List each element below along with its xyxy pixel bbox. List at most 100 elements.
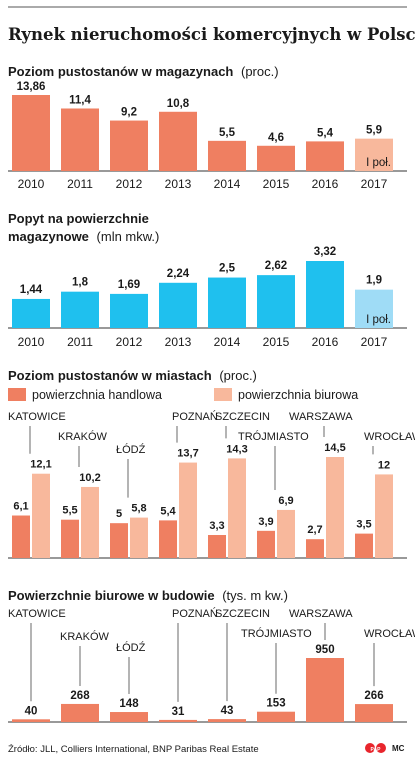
chart3-plot: KATOWICE 6,1 12,1 KRAKÓW 5,5 10,2 ŁÓDŹ 5 5,8 POZN… [8, 410, 415, 559]
chart2-bar [61, 291, 99, 328]
chart2-value-label: 2,24 [167, 268, 190, 280]
chart3-value-label: 14,3 [226, 443, 247, 455]
chart4-bar [12, 719, 50, 722]
chart1-bar [257, 145, 295, 171]
chart4-city-label: KRAKÓW [60, 630, 110, 643]
chart3-value-label: 3,5 [356, 519, 371, 531]
chart3-city-label: WROCŁAW [364, 431, 415, 443]
chart2-half-year-note: I poł. [366, 314, 391, 326]
chart4-value-label: 148 [119, 698, 139, 710]
chart2-year-label: 2013 [165, 335, 192, 349]
chart3-bar [110, 523, 128, 558]
chart4-bar [61, 703, 99, 722]
chart1-year-label: 2014 [214, 177, 241, 191]
chart3-bar [12, 515, 30, 558]
chart1-year-label: 2010 [18, 177, 45, 191]
chart2-bar [208, 277, 246, 328]
chart3-value-label: 3,9 [258, 516, 273, 528]
chart3-bar [208, 535, 226, 558]
chart1-year-label: 2016 [312, 177, 339, 191]
chart1-value-label: 13,86 [17, 81, 46, 93]
chart3-value-label: 3,3 [209, 520, 224, 532]
chart1-year-label: 2013 [165, 177, 192, 191]
chart4-title-text: Powierzchnie biurowe w budowie [8, 588, 215, 603]
chart2-value-label: 1,8 [72, 277, 89, 289]
chart2-value-label: 1,69 [118, 279, 140, 291]
chart1-value-label: 5,9 [366, 125, 382, 137]
chart1-bar [61, 108, 99, 171]
chart1-bar [159, 111, 197, 171]
chart3-value-label: 5 [116, 508, 122, 520]
chart1-year-label: 2015 [263, 177, 290, 191]
chart3-bar [375, 474, 393, 558]
chart3-value-label: 6,9 [278, 495, 293, 507]
chart3-city-label: POZNAŃ [172, 410, 218, 423]
chart3-value-label: 5,5 [62, 505, 77, 517]
chart3-value-label: 12 [378, 459, 390, 471]
chart2-year-label: 2016 [312, 335, 339, 349]
chart3-bar [228, 458, 246, 558]
chart2-title-line2-text: magazynowe [8, 229, 89, 244]
chart3-bar [81, 486, 99, 558]
chart2-bar [110, 293, 148, 328]
chart4-value-label: 268 [70, 690, 90, 702]
chart4-value-label: 31 [172, 706, 185, 718]
chart4-unit: (tys. m kw.) [222, 588, 288, 603]
legend-label-biurowa: powierzchnia biurowa [238, 388, 358, 402]
chart3-bar [257, 530, 275, 558]
chart2-year-label: 2011 [67, 335, 93, 349]
chart1-title: Poziom pustostanów w magazynach (proc.) [8, 64, 279, 79]
chart2-bar [355, 289, 393, 328]
chart2-bar [159, 282, 197, 328]
chart3-bar [159, 520, 177, 558]
chart4-city-label: TRÓJMIASTO [241, 627, 312, 640]
chart4-city-label: SZCZECIN [215, 608, 270, 620]
chart3-title: Poziom pustostanów w miastach (proc.) [8, 368, 257, 383]
chart1-bar [306, 141, 344, 171]
chart1-value-label: 9,2 [121, 107, 137, 119]
author-initials: MC [392, 744, 405, 753]
chart4-bar [306, 658, 344, 722]
chart3-value-label: 10,2 [79, 472, 100, 484]
chart4-title: Powierzchnie biurowe w budowie (tys. m k… [8, 588, 288, 603]
chart2-title-line2: magazynowe (mln mkw.) [8, 229, 159, 244]
chart3-legend: powierzchnia handlowa powierzchnia biuro… [8, 388, 358, 402]
chart2-bar [12, 298, 50, 328]
legend-swatch-biurowa [214, 388, 232, 401]
chart3-value-label: 5,4 [160, 505, 176, 517]
chart1-plot: 13,86 2010 11,4 2011 9,2 2012 10,8 2013 5,5 2014 4… [8, 81, 407, 191]
legend-label-handlowa: powierzchnia handlowa [32, 388, 162, 402]
chart2-bar [257, 275, 295, 328]
chart4-city-label: ŁÓDŹ [116, 641, 146, 654]
pap-logo-text: PAP [371, 747, 382, 753]
chart3-value-label: 5,8 [131, 503, 146, 515]
chart4-city-label: POZNAŃ [172, 607, 218, 620]
chart3-city-label: WARSZAWA [289, 411, 353, 423]
chart2-year-label: 2012 [116, 335, 143, 349]
chart3-value-label: 13,7 [177, 448, 198, 460]
chart1-bar [110, 120, 148, 171]
chart4-value-label: 153 [266, 698, 285, 710]
chart3-city-label: SZCZECIN [215, 411, 270, 423]
chart4-value-label: 40 [25, 705, 38, 717]
chart1-value-label: 10,8 [167, 98, 190, 110]
chart2-year-label: 2010 [18, 335, 45, 349]
chart2-unit: (mln mkw.) [97, 229, 160, 244]
chart2-plot: 1,44 2010 1,8 2011 1,69 2012 2,24 2013 2,5 2014 2,… [8, 246, 407, 349]
chart3-city-label: KATOWICE [8, 411, 66, 423]
chart3-bar [179, 462, 197, 558]
chart4-bar [257, 711, 295, 722]
chart2-value-label: 2,5 [219, 263, 236, 275]
chart3-city-label: ŁÓDŹ [116, 443, 146, 456]
chart4-value-label: 43 [221, 705, 234, 717]
pap-logo: PAP [365, 743, 386, 753]
chart4-value-label: 950 [315, 644, 334, 656]
chart1-value-label: 5,4 [317, 127, 334, 139]
chart2-year-label: 2015 [263, 335, 290, 349]
chart3-value-label: 14,5 [324, 442, 345, 454]
chart2-value-label: 2,62 [265, 260, 287, 272]
chart2-title-line1: Popyt na powierzchnie [8, 211, 149, 226]
source-note: Źródło: JLL, Colliers International, BNP… [8, 744, 259, 755]
chart1-value-label: 4,6 [268, 132, 284, 144]
